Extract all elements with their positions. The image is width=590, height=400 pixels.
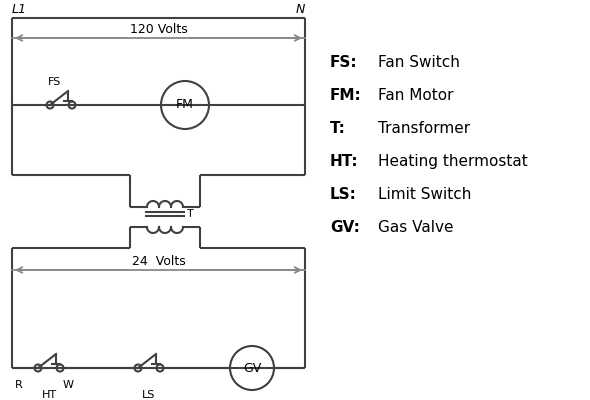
Text: FS: FS [48,77,61,87]
Text: Limit Switch: Limit Switch [378,187,471,202]
Text: Transformer: Transformer [378,121,470,136]
Text: GV: GV [243,362,261,374]
Text: GV:: GV: [330,220,360,235]
Text: Heating thermostat: Heating thermostat [378,154,527,169]
Text: HT: HT [41,390,57,400]
Text: FS:: FS: [330,55,358,70]
Text: T:: T: [330,121,346,136]
Text: Fan Switch: Fan Switch [378,55,460,70]
Text: W: W [63,380,74,390]
Text: 24  Volts: 24 Volts [132,255,185,268]
Text: LS: LS [142,390,156,400]
Text: T: T [187,209,194,219]
Text: LS:: LS: [330,187,357,202]
Text: 120 Volts: 120 Volts [130,23,188,36]
Text: R: R [15,380,23,390]
Text: Gas Valve: Gas Valve [378,220,454,235]
Text: FM: FM [176,98,194,112]
Text: HT:: HT: [330,154,359,169]
Text: Fan Motor: Fan Motor [378,88,454,103]
Text: N: N [296,3,305,16]
Text: FM:: FM: [330,88,362,103]
Text: L1: L1 [12,3,27,16]
